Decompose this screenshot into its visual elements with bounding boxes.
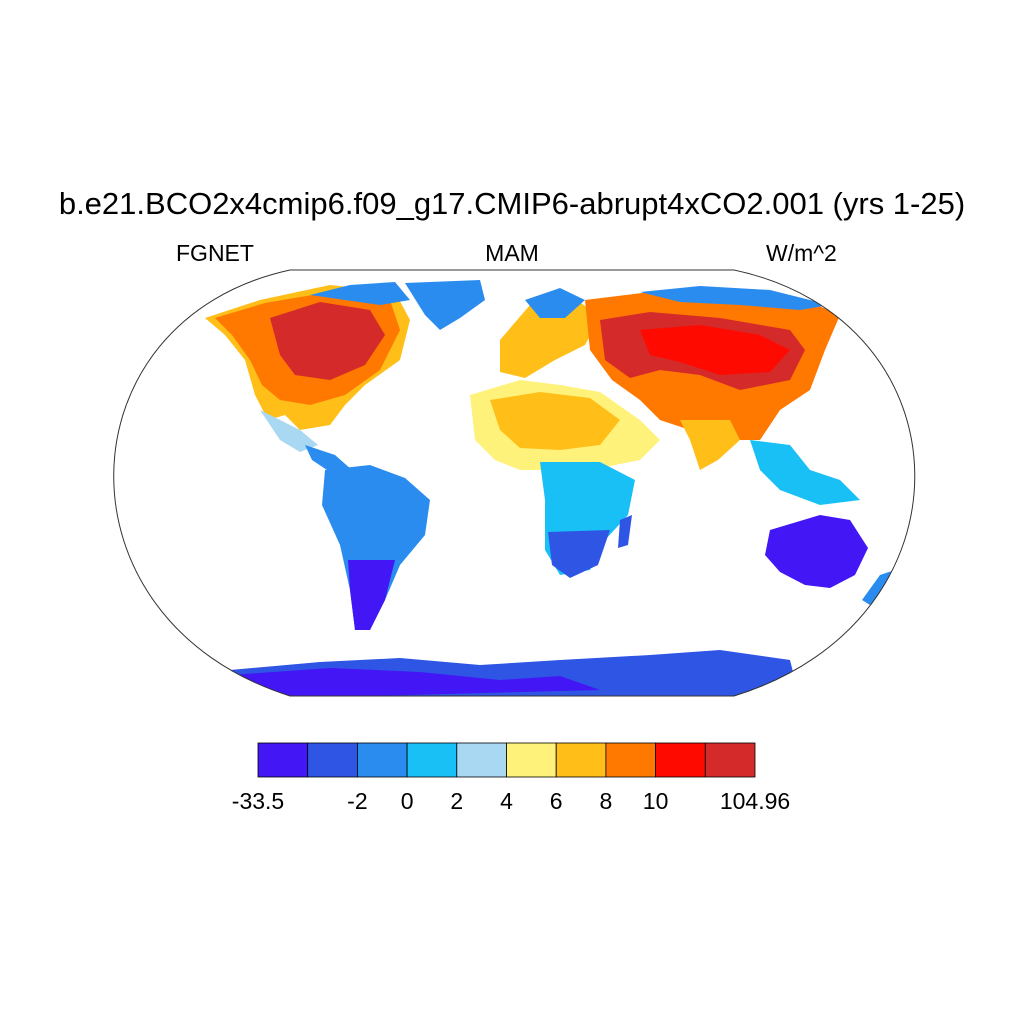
sahara-warm [490, 392, 620, 450]
central-america [305, 445, 352, 472]
colorbar-swatch [356, 742, 408, 778]
units-label: W/m^2 [766, 240, 837, 266]
colorbar-tick-label: 0 [400, 788, 414, 814]
variable-label: FGNET [176, 240, 254, 266]
south-america [322, 465, 430, 630]
colorbar-tick-label: 6 [549, 788, 563, 814]
colorbar-tick-label: 2 [450, 788, 464, 814]
colorbar-tick-label: 4 [500, 788, 513, 814]
colorbar-swatch [655, 742, 706, 778]
colorbar-swatch [506, 742, 557, 778]
canada-hotspot [270, 302, 385, 380]
colorbar-tick-label: 8 [599, 788, 613, 814]
madagascar [618, 515, 632, 548]
globe-outline [113, 269, 916, 697]
colorbar-swatch [257, 742, 309, 778]
south-america-south [348, 560, 395, 630]
mexico-region [260, 410, 318, 452]
new-zealand [862, 570, 895, 605]
arctic-coast [640, 286, 830, 310]
scandinavia [525, 288, 585, 318]
colorbar-swatch [456, 742, 507, 778]
map-field [205, 280, 895, 696]
canadian-arctic [310, 282, 410, 305]
india [680, 420, 740, 470]
colorbar-swatch [307, 742, 358, 778]
colorbar-swatch [406, 742, 458, 778]
australia [765, 515, 868, 588]
map-title: b.e21.BCO2x4cmip6.f09_g17.CMIP6-abrupt4x… [58, 186, 966, 221]
colorbar-tick-label: -2 [347, 788, 368, 814]
siberia-core [640, 325, 790, 375]
greenland [405, 280, 485, 330]
southern-africa [548, 530, 610, 578]
colorbar-tick-label: -33.5 [231, 788, 285, 814]
southeast-asia [750, 440, 860, 505]
colorbar-tick-label: 104.96 [719, 788, 791, 814]
colorbar-swatch [605, 742, 657, 778]
colorbar-swatch [555, 742, 607, 778]
colorbar-swatch [704, 742, 756, 778]
europe [500, 298, 600, 378]
colorbar-tick-label: 10 [642, 788, 669, 814]
season-label: MAM [485, 240, 539, 266]
colorbar [257, 742, 756, 778]
antarctica-coast [220, 668, 600, 696]
